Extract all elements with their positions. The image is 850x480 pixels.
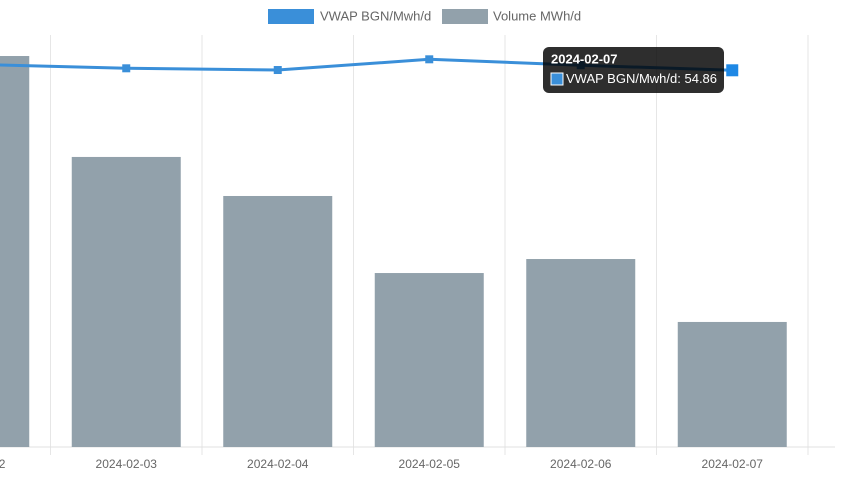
x-tick-label: 2024-02-05 <box>399 457 461 471</box>
bar <box>223 195 333 447</box>
point <box>726 64 739 77</box>
tooltip-title: 2024-02-07 <box>551 51 618 66</box>
legend-swatch <box>268 9 314 24</box>
tooltip-box <box>543 47 724 93</box>
tooltip-label: VWAP BGN/Mwh/d: 54.86 <box>566 71 717 86</box>
tooltip: 2024-02-07 VWAP BGN/Mwh/d: 54.86 <box>543 47 724 93</box>
point <box>122 64 131 73</box>
grid: 2024-02-02 2024-02-03 2024-02-04 2024-02-05… <box>0 35 835 471</box>
x-tick-label: 2024-02-06 <box>550 457 612 471</box>
tooltip-separator: : <box>677 71 684 86</box>
bar <box>374 273 484 447</box>
x-tick-label: 2024-02-07 <box>702 457 764 471</box>
tooltip-swatch <box>550 72 564 86</box>
point <box>273 66 282 75</box>
x-tick-label: 2024-02-03 <box>96 457 158 471</box>
legend-swatch <box>442 9 488 24</box>
legend-label: Volume MWh/d <box>493 8 581 23</box>
x-tick-label: 2024-02-02 <box>0 457 6 471</box>
tooltip-value: 54.86 <box>684 71 717 86</box>
bar <box>677 321 787 447</box>
bar <box>526 259 636 447</box>
legend: VWAP BGN/Mwh/d Volume MWh/d <box>268 8 581 24</box>
x-tick-label: 2024-02-04 <box>247 457 309 471</box>
point <box>425 55 434 64</box>
tooltip-series: VWAP BGN/Mwh/d <box>566 71 677 86</box>
bars <box>0 56 787 448</box>
legend-label: VWAP BGN/Mwh/d <box>320 8 431 23</box>
bar <box>71 156 181 447</box>
bar <box>0 56 30 448</box>
